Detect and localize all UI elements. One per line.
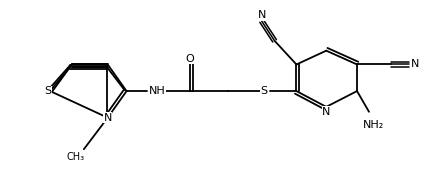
Text: N: N bbox=[103, 113, 112, 123]
Text: S: S bbox=[260, 86, 267, 96]
Text: CH₃: CH₃ bbox=[67, 152, 85, 162]
Text: N: N bbox=[322, 107, 330, 117]
Text: S: S bbox=[45, 86, 52, 96]
Text: N: N bbox=[257, 10, 266, 20]
Text: NH: NH bbox=[149, 86, 166, 96]
Text: NH₂: NH₂ bbox=[363, 120, 385, 130]
Text: O: O bbox=[186, 53, 195, 63]
Text: N: N bbox=[410, 59, 419, 69]
